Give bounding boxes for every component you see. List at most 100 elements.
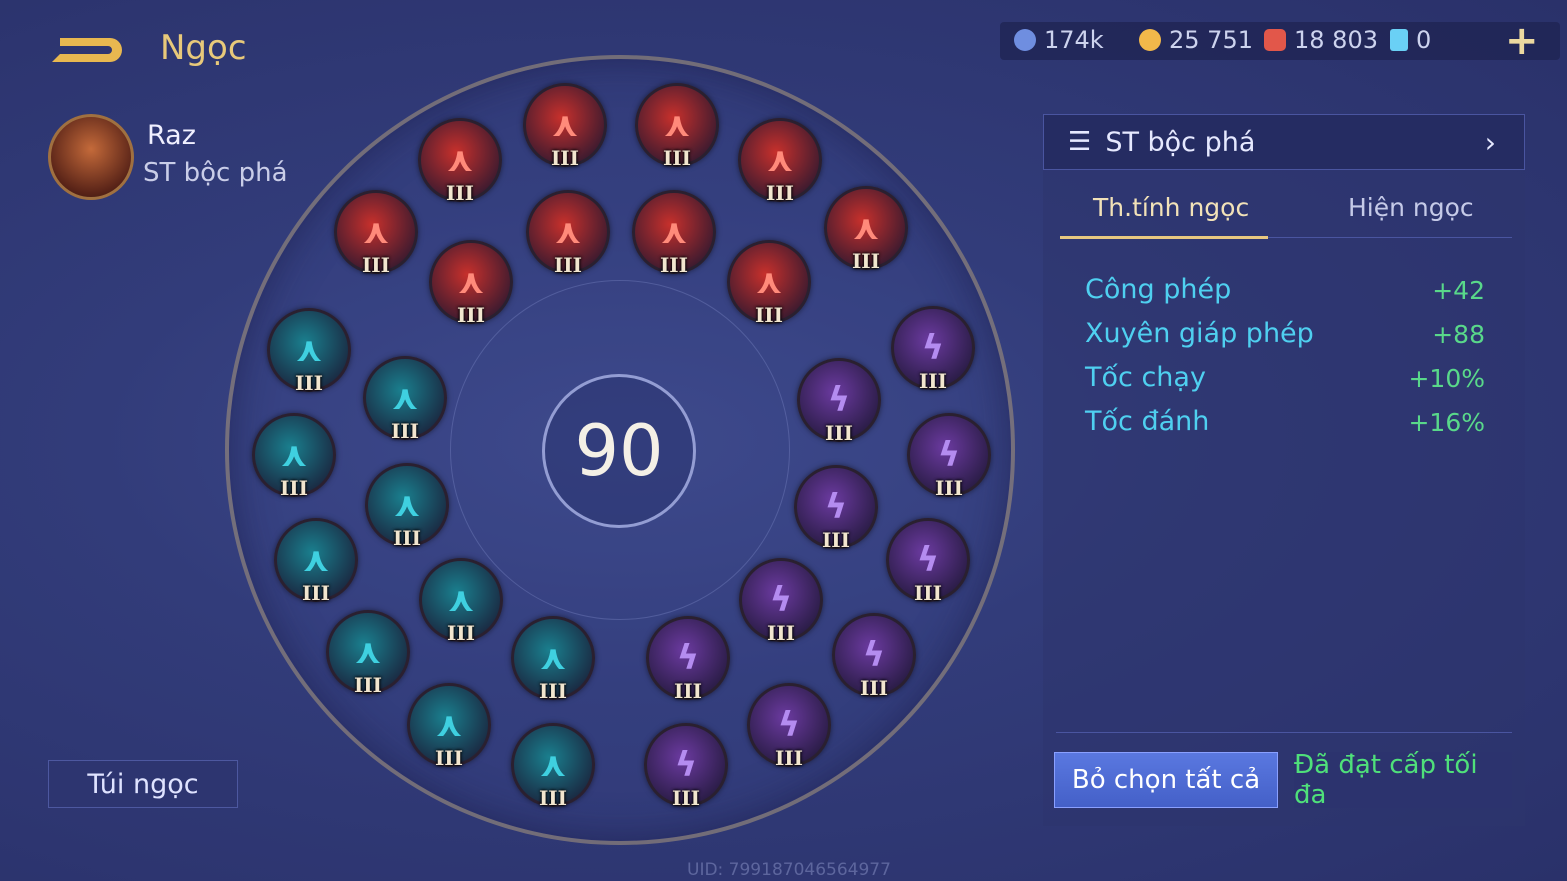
gem-tier-label: III bbox=[774, 746, 804, 770]
red-gem-slot[interactable]: ⋏ III bbox=[334, 190, 418, 277]
red-gem-slot[interactable]: ⋏ III bbox=[429, 240, 513, 327]
gem-tier-label: III bbox=[553, 253, 583, 277]
gem-tier-label: III bbox=[294, 371, 324, 395]
gem-tier-label: III bbox=[671, 786, 701, 810]
gem-tier-label: III bbox=[673, 679, 703, 703]
gold-coin-icon bbox=[1139, 29, 1161, 51]
tab-gem-stats[interactable]: Th.tính ngọc bbox=[1093, 193, 1250, 222]
purple-gem-icon: ϟ bbox=[674, 745, 698, 785]
gem-tier-label: III bbox=[445, 181, 475, 205]
purple-gem-slot[interactable]: ϟ III bbox=[794, 465, 878, 552]
hero-preset: ST bộc phá bbox=[143, 158, 288, 188]
hero-avatar[interactable] bbox=[48, 114, 134, 200]
stat-name: Xuyên giáp phép bbox=[1085, 318, 1314, 349]
purple-gem-slot[interactable]: ϟ III bbox=[644, 723, 728, 810]
purple-gem-icon: ϟ bbox=[916, 540, 940, 580]
red-gem-icon bbox=[1264, 29, 1286, 51]
gem-tier-label: III bbox=[766, 621, 796, 645]
deselect-all-button[interactable]: Bỏ chọn tất cả bbox=[1054, 752, 1278, 808]
tab-show-gems[interactable]: Hiện ngọc bbox=[1348, 193, 1474, 222]
purple-gem-icon: ϟ bbox=[862, 635, 886, 675]
red-gem-icon: ⋏ bbox=[660, 212, 688, 252]
currency-red: 18 803 bbox=[1264, 26, 1378, 54]
purple-gem-slot[interactable]: ϟ III bbox=[739, 558, 823, 645]
red-gem-slot[interactable]: ⋏ III bbox=[824, 186, 908, 273]
blue-gem-icon: ⋏ bbox=[435, 705, 463, 745]
stat-name: Công phép bbox=[1085, 274, 1232, 305]
blue-gem-slot[interactable]: ⋏ III bbox=[419, 558, 503, 645]
gem-bag-button[interactable]: Túi ngọc bbox=[48, 760, 238, 808]
purple-gem-slot[interactable]: ϟ III bbox=[832, 613, 916, 700]
currency-value: 174k bbox=[1044, 26, 1104, 54]
purple-gem-slot[interactable]: ϟ III bbox=[907, 413, 991, 500]
gem-tier-label: III bbox=[821, 528, 851, 552]
stat-value: +16% bbox=[1408, 408, 1485, 437]
red-gem-slot[interactable]: ⋏ III bbox=[523, 83, 607, 170]
gem-level: 90 bbox=[542, 374, 696, 528]
purple-gem-icon: ϟ bbox=[921, 328, 945, 368]
blue-gem-icon: ⋏ bbox=[391, 378, 419, 418]
red-gem-slot[interactable]: ⋏ III bbox=[632, 190, 716, 277]
gem-tier-label: III bbox=[353, 673, 383, 697]
stat-value: +88 bbox=[1432, 320, 1485, 349]
blue-gem-slot[interactable]: ⋏ III bbox=[274, 518, 358, 605]
plus-icon[interactable]: + bbox=[1505, 18, 1539, 64]
list-icon: ☰ bbox=[1068, 127, 1092, 157]
red-gem-icon: ⋏ bbox=[446, 140, 474, 180]
gem-tier-label: III bbox=[456, 303, 486, 327]
blue-coin-icon bbox=[1014, 29, 1036, 51]
currency-value: 18 803 bbox=[1294, 26, 1378, 54]
gem-tier-label: III bbox=[301, 581, 331, 605]
blue-gem-icon: ⋏ bbox=[354, 632, 382, 672]
red-gem-slot[interactable]: ⋏ III bbox=[738, 118, 822, 205]
purple-gem-slot[interactable]: ϟ III bbox=[747, 683, 831, 770]
stat-name: Tốc đánh bbox=[1085, 406, 1210, 437]
purple-gem-icon: ϟ bbox=[824, 487, 848, 527]
gem-tier-label: III bbox=[824, 421, 854, 445]
stats-panel bbox=[1043, 114, 1525, 826]
blue-gem-slot[interactable]: ⋏ III bbox=[267, 308, 351, 395]
purple-gem-slot[interactable]: ϟ III bbox=[646, 616, 730, 703]
purple-gem-slot[interactable]: ϟ III bbox=[886, 518, 970, 605]
blue-gem-slot[interactable]: ⋏ III bbox=[511, 723, 595, 810]
tab-divider bbox=[1268, 237, 1512, 238]
blue-gem-slot[interactable]: ⋏ III bbox=[326, 610, 410, 697]
blue-gem-slot[interactable]: ⋏ III bbox=[511, 616, 595, 703]
gem-tier-label: III bbox=[918, 369, 948, 393]
red-gem-icon: ⋏ bbox=[362, 212, 390, 252]
red-gem-slot[interactable]: ⋏ III bbox=[727, 240, 811, 327]
purple-gem-slot[interactable]: ϟ III bbox=[891, 306, 975, 393]
stat-value: +10% bbox=[1408, 364, 1485, 393]
red-gem-icon: ⋏ bbox=[663, 105, 691, 145]
gem-tier-label: III bbox=[754, 303, 784, 327]
red-gem-icon: ⋏ bbox=[551, 105, 579, 145]
red-gem-slot[interactable]: ⋏ III bbox=[635, 83, 719, 170]
gem-tier-label: III bbox=[913, 581, 943, 605]
purple-gem-icon: ϟ bbox=[777, 705, 801, 745]
purple-gem-icon: ϟ bbox=[769, 580, 793, 620]
currency-value: 0 bbox=[1416, 26, 1432, 54]
blue-gem-slot[interactable]: ⋏ III bbox=[252, 413, 336, 500]
back-arrow-icon[interactable] bbox=[48, 30, 126, 70]
blue-gem-icon: ⋏ bbox=[393, 485, 421, 525]
red-gem-slot[interactable]: ⋏ III bbox=[526, 190, 610, 277]
card-icon bbox=[1390, 29, 1408, 51]
red-gem-slot[interactable]: ⋏ III bbox=[418, 118, 502, 205]
blue-gem-slot[interactable]: ⋏ III bbox=[407, 683, 491, 770]
gem-tier-label: III bbox=[550, 146, 580, 170]
purple-gem-slot[interactable]: ϟ III bbox=[797, 358, 881, 445]
gem-tier-label: III bbox=[538, 786, 568, 810]
red-gem-icon: ⋏ bbox=[766, 140, 794, 180]
stat-value: +42 bbox=[1432, 276, 1485, 305]
preset-selector[interactable]: ☰ ST bộc phá › bbox=[1043, 114, 1525, 170]
gem-tier-label: III bbox=[934, 476, 964, 500]
blue-gem-slot[interactable]: ⋏ III bbox=[365, 463, 449, 550]
currency-value: 25 751 bbox=[1169, 26, 1253, 54]
blue-gem-slot[interactable]: ⋏ III bbox=[363, 356, 447, 443]
gem-tier-label: III bbox=[390, 419, 420, 443]
gem-board-inner-ring bbox=[450, 280, 790, 620]
max-level-button[interactable]: Đã đạt cấp tối đa bbox=[1294, 750, 1512, 810]
stat-name: Tốc chạy bbox=[1085, 362, 1206, 393]
gem-tier-label: III bbox=[859, 676, 889, 700]
chevron-right-icon: › bbox=[1484, 125, 1496, 159]
